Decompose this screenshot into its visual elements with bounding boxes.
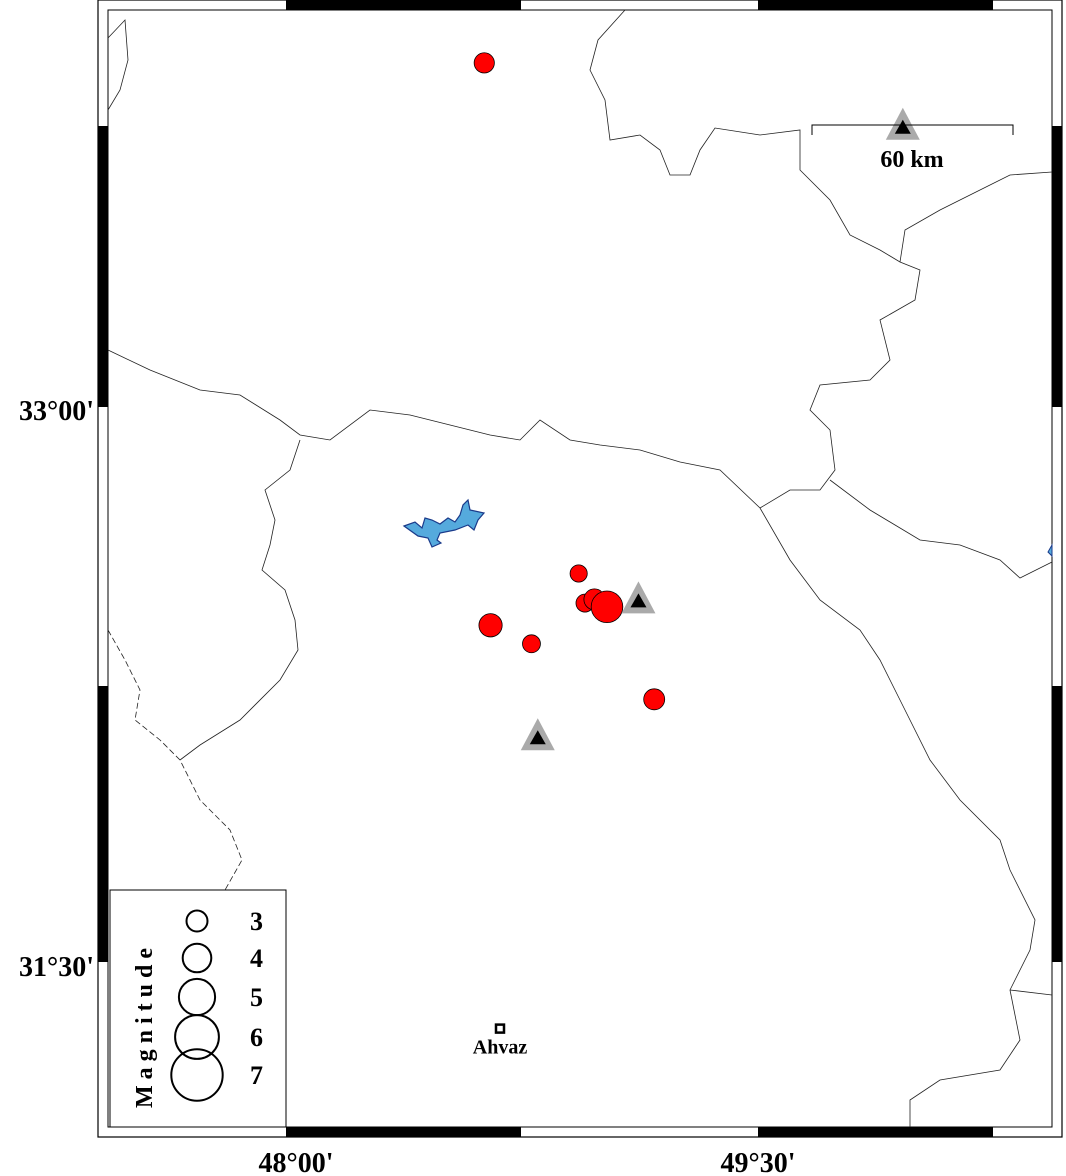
axis-labels: 48°00' 49°30' 33°00' 31°30' bbox=[19, 396, 795, 1176]
station-icon bbox=[621, 581, 656, 614]
legend-label-4: 4 bbox=[250, 944, 263, 973]
lon-label-48: 48°00' bbox=[259, 1148, 334, 1176]
legend-circle-4 bbox=[181, 942, 213, 974]
legend-label-7: 7 bbox=[250, 1061, 263, 1090]
event-4 bbox=[590, 590, 624, 624]
lake-edge-icon bbox=[1047, 543, 1053, 558]
city-ahvaz: Ahvaz bbox=[473, 1023, 528, 1059]
lon-label-49-30: 49°30' bbox=[721, 1148, 796, 1176]
lat-label-33: 33°00' bbox=[19, 396, 94, 427]
events-layer bbox=[473, 52, 666, 711]
station-icon bbox=[885, 107, 920, 140]
legend-label-6: 6 bbox=[250, 1023, 263, 1052]
map-frame bbox=[97, 0, 1063, 1138]
legend-title: Magnitude bbox=[132, 942, 158, 1108]
event-6 bbox=[522, 634, 541, 654]
lake-icon bbox=[402, 498, 486, 548]
event-0 bbox=[473, 52, 495, 74]
legend-label-5: 5 bbox=[250, 983, 263, 1012]
legend: Magnitude 3 4 5 6 7 bbox=[109, 889, 287, 1128]
stations-layer bbox=[520, 107, 920, 751]
event-1 bbox=[569, 564, 588, 583]
station-icon bbox=[520, 718, 555, 751]
scale-bar-label: 60 km bbox=[880, 147, 943, 173]
legend-circle-3 bbox=[185, 909, 209, 933]
lat-label-31-30: 31°30' bbox=[19, 952, 94, 983]
city-marker-icon bbox=[494, 1023, 506, 1034]
city-label: Ahvaz bbox=[473, 1037, 528, 1059]
legend-circle-6 bbox=[174, 1014, 220, 1060]
legend-circle-7 bbox=[170, 1048, 224, 1102]
scale-bar: 60 km bbox=[811, 124, 1014, 173]
province-borders bbox=[107, 9, 1053, 1127]
legend-label-3: 3 bbox=[250, 907, 263, 936]
event-7 bbox=[643, 688, 666, 711]
event-5 bbox=[478, 613, 503, 638]
